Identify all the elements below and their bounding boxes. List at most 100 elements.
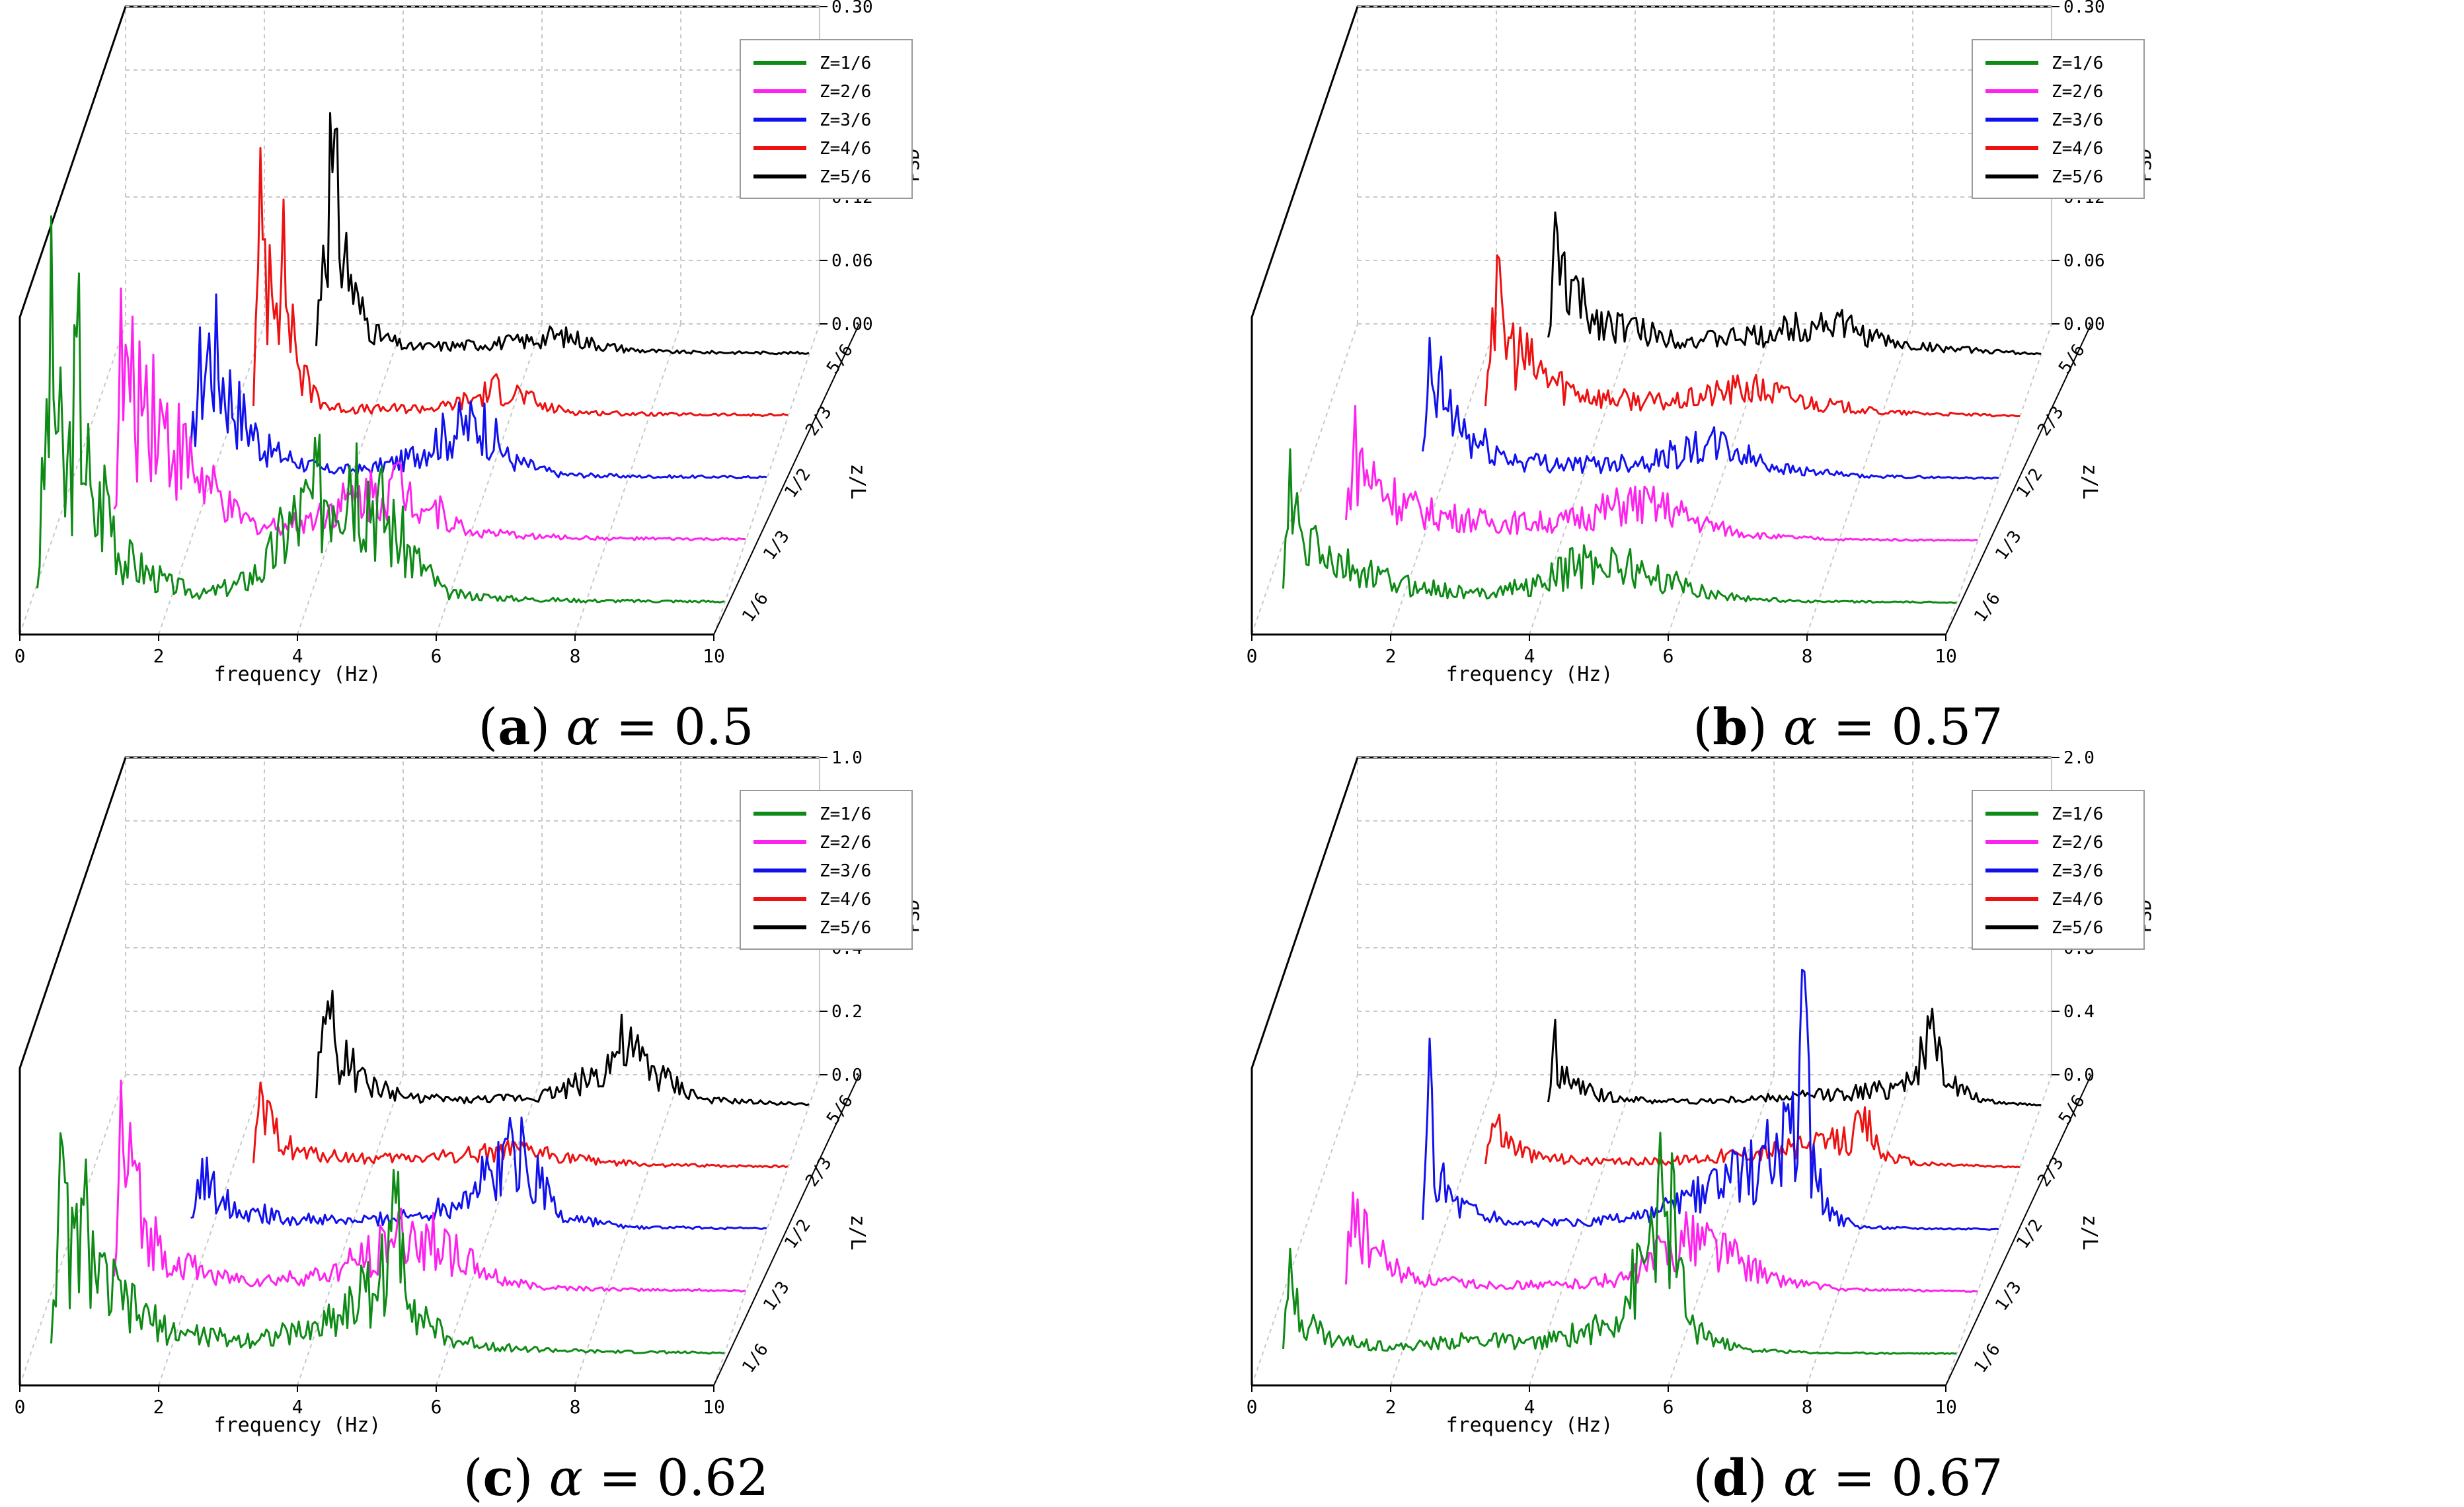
floor-grid-line-1 [158, 1074, 265, 1386]
caption-a: (a) α = 0.5 [478, 697, 754, 756]
series-line-Z-5-6 [315, 989, 810, 1106]
legend-label-2: Z=3/6 [2052, 110, 2103, 130]
caption-d-letter: d [1713, 1448, 1748, 1507]
depth-axis-line [713, 1074, 860, 1386]
x-tick-label-3: 6 [1663, 1396, 1674, 1418]
back-wall-frame [1251, 756, 2052, 1284]
legend-label-3: Z=4/6 [820, 139, 871, 159]
floor-grid-line-1 [1390, 323, 1497, 635]
legend-label-0: Z=1/6 [820, 54, 871, 73]
floor-grid-line-4 [574, 1074, 681, 1386]
depth-axis-label: z/L [846, 464, 869, 500]
x-tick-label-2: 4 [1524, 645, 1535, 667]
caption-b-alpha: α [1783, 697, 1818, 756]
floor-grid-line-5 [713, 1074, 820, 1386]
depth-axis-label: z/L [846, 1215, 869, 1251]
legend-label-2: Z=3/6 [820, 861, 871, 881]
chart-b-svg: 0.000.060.120.180.240.30PSD0246810freque… [1247, 0, 2155, 686]
floor-grid-line-2 [297, 323, 404, 635]
depth-tick-label-4: 5/6 [823, 1091, 857, 1128]
back-wall-frame [19, 5, 820, 533]
depth-tick-label-1: 1/3 [1991, 1278, 2026, 1315]
depth-tick-label-1: 1/3 [1991, 527, 2026, 564]
legend-label-3: Z=4/6 [2052, 890, 2103, 909]
x-tick-label-1: 2 [1385, 1396, 1397, 1418]
caption-c: (c) α = 0.62 [463, 1448, 769, 1507]
legend-label-1: Z=2/6 [820, 833, 871, 853]
legend-label-2: Z=3/6 [820, 110, 871, 130]
series-line-Z-1-6 [50, 1132, 725, 1355]
series-line-Z-4-6 [252, 147, 789, 418]
series-line-Z-5-6 [1547, 1007, 2042, 1106]
series-line-Z-1-6 [1282, 448, 1957, 604]
psd-tick-label-0: 0.00 [2063, 315, 2105, 334]
chart-panel-d: 0.00.40.81.21.62.0PSD0246810frequency (H… [1232, 751, 2464, 1507]
x-tick-label-0: 0 [15, 645, 26, 667]
depth-tick-label-2: 1/2 [2013, 465, 2047, 502]
floor-grid-line-1 [158, 323, 265, 635]
chart-panel-a: 0.000.060.120.180.240.30PSD0246810freque… [0, 0, 1232, 756]
legend-label-4: Z=5/6 [2052, 167, 2103, 187]
x-tick-label-2: 4 [292, 1396, 303, 1418]
floor-grid-line-2 [1529, 1074, 1636, 1386]
floor-grid-line-0 [19, 1074, 126, 1386]
series-line-Z-2-6 [1345, 1191, 1978, 1293]
x-tick-label-5: 10 [1935, 645, 1957, 667]
legend-label-0: Z=1/6 [2052, 54, 2103, 73]
legend-label-1: Z=2/6 [2052, 833, 2103, 853]
floor-grid-line-0 [19, 323, 126, 635]
floor-grid-line-3 [1668, 1074, 1775, 1386]
x-tick-label-1: 2 [153, 645, 165, 667]
x-tick-label-5: 10 [1935, 1396, 1957, 1418]
series-line-Z-3-6 [190, 293, 767, 480]
back-wall-frame [19, 756, 820, 1284]
psd-tick-label-1: 0.4 [2063, 1002, 2095, 1022]
x-tick-label-5: 10 [703, 1396, 725, 1418]
floor-grid-line-4 [1806, 1074, 1913, 1386]
series-line-Z-3-6 [190, 1116, 767, 1231]
legend-label-4: Z=5/6 [820, 918, 871, 938]
caption-d: (d) α = 0.67 [1693, 1448, 2003, 1507]
psd-tick-label-5: 2.0 [2063, 751, 2095, 768]
legend-label-2: Z=3/6 [2052, 861, 2103, 881]
chart-panel-c: 0.00.20.40.60.81.0PSD0246810frequency (H… [0, 751, 1232, 1507]
caption-c-alpha: α [549, 1448, 583, 1507]
chart-c-svg: 0.00.20.40.60.81.0PSD0246810frequency (H… [15, 751, 923, 1437]
chart-panel-b: 0.000.060.120.180.240.30PSD0246810freque… [1232, 0, 2464, 756]
depth-tick-label-4: 5/6 [2055, 340, 2089, 377]
floor-grid-line-2 [1529, 323, 1636, 635]
x-tick-label-0: 0 [1247, 1396, 1258, 1418]
psd-tick-label-1: 0.2 [831, 1002, 863, 1022]
depth-tick-label-1: 1/3 [759, 527, 794, 564]
depth-tick-label-4: 5/6 [823, 340, 857, 377]
depth-tick-label-0: 1/6 [738, 589, 773, 626]
series-line-Z-1-6 [36, 215, 725, 604]
depth-axis-line [713, 323, 860, 635]
x-axis-label: frequency (Hz) [214, 663, 381, 686]
psd-tick-label-1: 0.06 [2063, 251, 2105, 271]
x-tick-label-2: 4 [1524, 1396, 1535, 1418]
depth-tick-label-2: 1/2 [781, 465, 815, 502]
caption-b-letter: b [1713, 697, 1748, 756]
caption-d-value: = 0.67 [1817, 1448, 2003, 1507]
x-tick-label-4: 8 [570, 645, 581, 667]
floor-grid-line-1 [1390, 1074, 1497, 1386]
depth-tick-label-0: 1/6 [1970, 589, 2005, 626]
floor-grid-line-3 [436, 1074, 543, 1386]
floor-grid-line-0 [1251, 323, 1358, 635]
psd-tick-label-5: 0.30 [831, 0, 873, 17]
caption-c-value: = 0.62 [582, 1448, 769, 1507]
psd-tick-label-0: 0.0 [2063, 1065, 2095, 1085]
floor-grid-line-5 [713, 323, 820, 635]
caption-c-letter: c [482, 1448, 514, 1507]
floor-grid-line-4 [574, 323, 681, 635]
depth-tick-label-0: 1/6 [738, 1340, 773, 1377]
psd-tick-label-0: 0.00 [831, 315, 873, 334]
legend-label-1: Z=2/6 [820, 82, 871, 102]
depth-tick-label-2: 1/2 [2013, 1216, 2047, 1253]
depth-axis-line [1945, 323, 2092, 635]
x-tick-label-5: 10 [703, 645, 725, 667]
x-axis-label: frequency (Hz) [1446, 663, 1613, 686]
x-tick-label-4: 8 [1802, 1396, 1813, 1418]
back-wall-frame [1251, 5, 2052, 533]
